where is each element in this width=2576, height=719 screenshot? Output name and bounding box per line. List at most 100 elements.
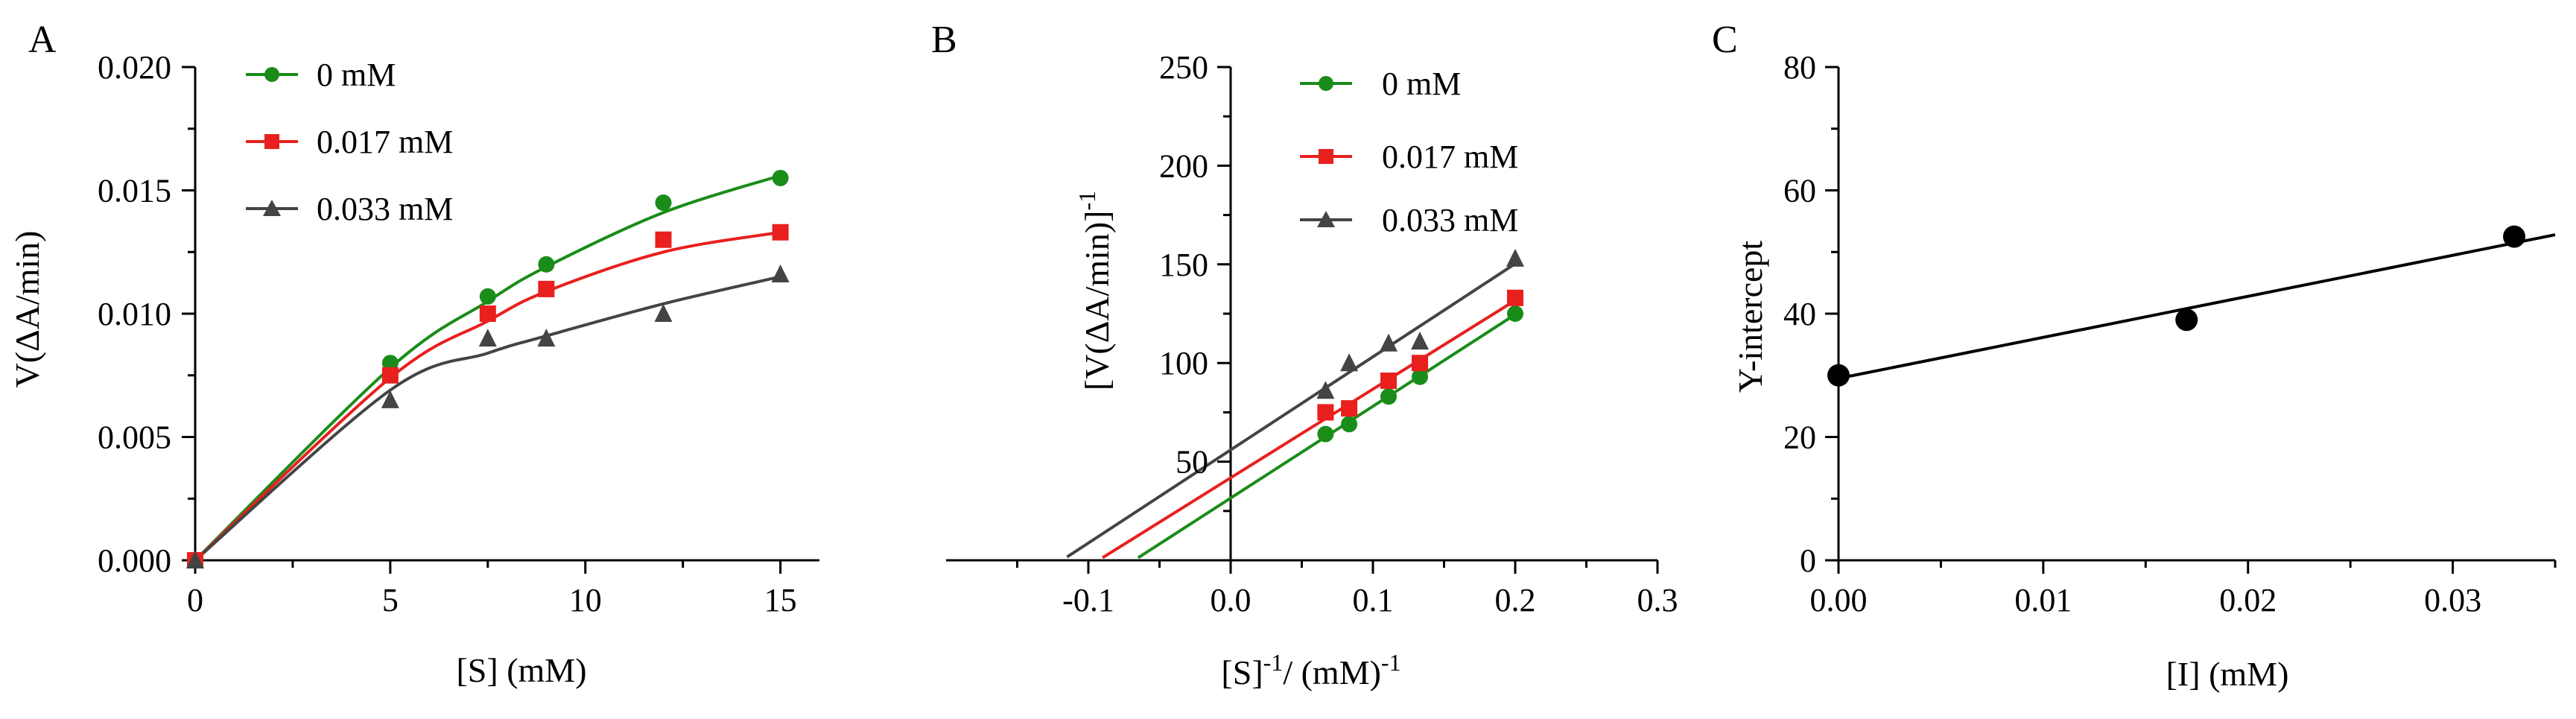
data-point-series-0 (538, 256, 555, 273)
y-tick-label: 0.020 (98, 49, 171, 86)
x-tick-label: 5 (382, 582, 399, 618)
panel-a-tick-labels: 0 5 10 15 0.000 0.005 0.010 0.015 0.020 (98, 49, 797, 618)
data-point-series-2 (1316, 381, 1335, 399)
data-point-series-0 (655, 194, 672, 212)
x-tick-label: 0.01 (2014, 582, 2072, 618)
data-point-series-1 (772, 224, 789, 241)
data-point (2503, 225, 2526, 248)
x-tick-label: 0.1 (1353, 582, 1394, 618)
y-tick-label: 0.010 (98, 296, 171, 332)
data-point-series-0 (1317, 425, 1334, 443)
legend-0mm-label: 0 mM (317, 57, 396, 93)
data-point-series-2 (537, 329, 556, 347)
data-point-series-1 (1317, 404, 1334, 421)
data-point-series-0 (1341, 416, 1358, 433)
regression-line-series-1 (1102, 299, 1517, 560)
panel-b-regression-lines (1066, 262, 1517, 560)
data-point-series-2 (1380, 333, 1398, 352)
x-tick-label: 0.02 (2219, 582, 2277, 618)
data-point-series-1 (1380, 373, 1398, 390)
legend-b-0mm-label: 0 mM (1382, 66, 1461, 102)
panel-b-x-axis-title: [S]-1/ (mM)-1 (1221, 649, 1400, 691)
panel-b-chart: -0.1 0.0 0.1 0.2 0.3 50 100 150 200 250 [S]-1/ (m… (946, 49, 1678, 691)
data-point-series-2 (478, 329, 497, 347)
data-point-series-0 (772, 169, 789, 186)
panel-c-data-points (1827, 225, 2526, 387)
legend-0017mm-label: 0.017 mM (317, 124, 453, 160)
panel-label-b: B (931, 19, 957, 61)
y-tick-label: 20 (1783, 419, 1816, 456)
legend-0033mm-marker (263, 200, 281, 216)
data-point-series-2 (654, 304, 673, 322)
panel-a-y-axis-title: V(ΔA/min) (8, 231, 46, 388)
panel-b-data-points (1316, 248, 1524, 443)
regression-line-series-2 (1066, 262, 1517, 559)
fit-curve-series-1 (194, 230, 781, 562)
legend-0017mm-marker (264, 134, 279, 149)
panel-label-a: A (28, 19, 57, 61)
fit-curve-series-0 (194, 174, 781, 562)
regression-line (1838, 233, 2556, 380)
data-point-series-1 (1507, 289, 1523, 306)
x-tick-label: 0.00 (1810, 582, 1868, 618)
panel-c-y-axis-title: Y-intercept (1731, 241, 1769, 393)
panel-c-chart: 0.00 0.01 0.02 0.03 0 20 40 60 80 [I] (mM) Y-int… (1731, 49, 2557, 693)
y-tick-label: 0.015 (98, 173, 171, 209)
y-tick-label: 200 (1159, 148, 1208, 184)
data-point-series-0 (1507, 305, 1523, 322)
y-tick-label: 60 (1783, 173, 1816, 209)
y-tick-label: 100 (1159, 345, 1208, 381)
data-point (2175, 308, 2198, 332)
panel-a-axes (182, 66, 819, 574)
data-point-series-1 (381, 367, 399, 384)
data-point-series-0 (381, 355, 399, 372)
legend-b-0017mm-label: 0.017 mM (1382, 139, 1518, 175)
x-tick-label: 0 (187, 582, 203, 618)
data-point-series-2 (381, 390, 399, 408)
panel-b-axes (946, 66, 1659, 574)
y-tick-label: 80 (1783, 49, 1816, 86)
legend-b-0033mm-label: 0.033 mM (1382, 202, 1518, 238)
data-point-series-1 (538, 280, 555, 297)
x-tick-label: 15 (764, 582, 797, 618)
legend-b-0033mm-marker (1317, 211, 1335, 227)
panel-a-legend: 0 mM 0.017 mM 0.033 mM (246, 57, 453, 227)
legend-b-0017mm-marker (1319, 149, 1333, 164)
panel-a-chart: 0 5 10 15 0.000 0.005 0.010 0.015 0.020 [S] (mM)… (8, 49, 819, 689)
data-point-series-0 (1412, 368, 1429, 385)
data-point-series-0 (1380, 388, 1398, 405)
legend-0033mm-label: 0.033 mM (317, 191, 453, 227)
data-point (1827, 364, 1850, 387)
panel-a-fit-curves (194, 174, 781, 562)
legend-b-0mm-marker (1319, 76, 1333, 91)
fit-curve-series-2 (194, 275, 781, 562)
y-tick-label: 0 (1800, 542, 1816, 579)
data-point-series-2 (1411, 332, 1430, 350)
data-point-series-2 (1340, 353, 1359, 372)
x-tick-label: 0.03 (2424, 582, 2481, 618)
y-tick-label: 50 (1176, 444, 1208, 481)
panel-b-tick-labels: -0.1 0.0 0.1 0.2 0.3 50 100 150 200 250 (1062, 49, 1678, 618)
panel-c-x-axis-title: [I] (mM) (2166, 655, 2289, 693)
y-tick-label: 40 (1783, 296, 1816, 332)
y-tick-label: 0.005 (98, 419, 171, 456)
x-tick-label: 0.2 (1495, 582, 1536, 618)
data-point-series-1 (1412, 355, 1429, 372)
x-tick-label: -0.1 (1062, 582, 1114, 618)
x-tick-label: 0.3 (1637, 582, 1678, 618)
x-tick-label: 10 (569, 582, 602, 618)
data-point-series-2 (1506, 248, 1524, 267)
panel-label-c: C (1712, 19, 1738, 61)
data-point-series-0 (479, 288, 496, 305)
panel-c-regression-line (1838, 233, 2556, 380)
data-point-series-1 (655, 231, 672, 248)
x-tick-label: 0.0 (1211, 582, 1251, 618)
y-tick-label: 150 (1159, 247, 1208, 283)
panel-b-legend: 0 mM 0.017 mM 0.033 mM (1300, 66, 1518, 238)
panel-a-data-points (186, 169, 790, 568)
panel-c-tick-labels: 0.00 0.01 0.02 0.03 0 20 40 60 80 (1783, 49, 2481, 618)
data-point-series-1 (1341, 400, 1358, 417)
y-tick-label: 250 (1159, 49, 1208, 86)
panel-c-axes (1825, 66, 2557, 574)
